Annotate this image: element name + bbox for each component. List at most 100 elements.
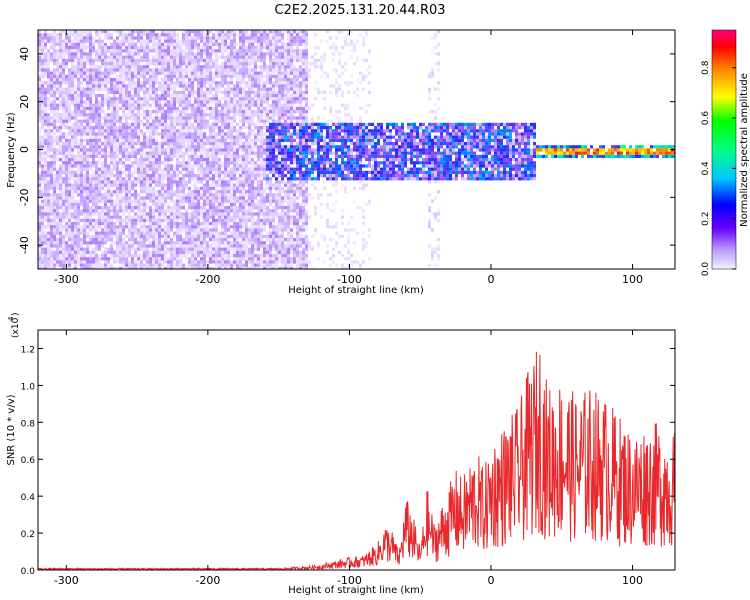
spectrogram-cell <box>164 215 167 219</box>
spectrogram-cell <box>179 110 182 114</box>
spectrogram-cell <box>179 244 182 248</box>
spectrogram-cell <box>206 39 209 43</box>
spectrogram-cell <box>143 177 146 181</box>
spectrogram-cell <box>140 97 143 101</box>
spectrogram-cell <box>191 55 194 59</box>
spectrogram-cell <box>215 126 218 130</box>
spectrogram-cell <box>95 71 98 75</box>
spectrogram-cell <box>83 222 86 226</box>
spectrogram-cell <box>131 234 134 238</box>
spectrogram-cell <box>116 39 119 43</box>
spectrogram-cell <box>158 94 161 98</box>
spectrogram-cell <box>56 84 59 88</box>
spectrogram-cell <box>173 170 176 174</box>
spectrogram-cell <box>53 183 56 187</box>
spectrogram-cell <box>233 196 236 200</box>
spectrogram-cell <box>38 119 41 123</box>
spectrogram-cell <box>122 78 125 82</box>
spectrogram-cell <box>62 228 65 232</box>
spectrogram-cell <box>113 87 116 91</box>
spectrogram-cell <box>161 234 164 238</box>
spectrogram-cell <box>77 241 80 245</box>
spectrogram-cell <box>62 55 65 59</box>
spectrogram-cell <box>206 119 209 123</box>
spectrogram-cell <box>188 126 191 130</box>
spectrogram-cell <box>170 257 173 261</box>
spectrogram-cell <box>170 129 173 133</box>
spectrogram-cell <box>107 145 110 149</box>
spectrogram-cell <box>152 39 155 43</box>
spectrogram-cell <box>227 241 230 245</box>
spectrogram-cell <box>173 119 176 123</box>
spectrogram-cell <box>185 55 188 59</box>
spectrogram-cell <box>59 202 62 206</box>
spectrogram-cell <box>131 119 134 123</box>
spectrogram-cell <box>110 180 113 184</box>
spectrogram-cell <box>233 244 236 248</box>
spectrogram-cell <box>128 122 131 126</box>
spectrogram-cell <box>65 154 68 158</box>
spectrogram-cell <box>176 193 179 197</box>
spectrogram-cell <box>152 177 155 181</box>
spectrogram-cell <box>209 68 212 72</box>
spectrogram-cell <box>230 30 233 34</box>
spectrogram-cell <box>74 97 77 101</box>
spectrogram-cell <box>179 231 182 235</box>
spectrogram-cell <box>44 110 47 114</box>
spectrogram-cell <box>77 94 80 98</box>
spectrogram-cell <box>251 238 254 242</box>
spectrogram-cell <box>122 154 125 158</box>
spectrogram-cell <box>251 231 254 235</box>
spectrogram-cell <box>44 81 47 85</box>
spectrogram-cell <box>161 138 164 142</box>
spectrogram-cell <box>41 87 44 91</box>
spectrogram-cell <box>134 81 137 85</box>
spectrogram-cell <box>200 174 203 178</box>
spectrogram-cell <box>218 260 221 264</box>
spectrogram-cell <box>164 100 167 104</box>
spectrogram-cell <box>155 254 158 258</box>
spectrogram-cell <box>140 180 143 184</box>
spectrogram-cell <box>47 193 50 197</box>
spectrogram-cell <box>92 113 95 117</box>
spectrogram-cell <box>89 58 92 62</box>
spectrogram-cell <box>236 170 239 174</box>
spectrogram-cell <box>116 164 119 168</box>
spectrogram-cell <box>161 266 164 269</box>
spectrogram-cell <box>230 42 233 46</box>
spectrogram-cell <box>206 36 209 40</box>
spectrogram-cell <box>239 135 242 139</box>
spectrogram-cell <box>233 231 236 235</box>
spectrogram-cell <box>59 113 62 117</box>
spectrogram-cell <box>119 202 122 206</box>
spectrogram-cell <box>245 68 248 72</box>
spectrogram-cell <box>239 39 242 43</box>
spectrogram-cell <box>245 263 248 267</box>
spectrogram-cell <box>41 190 44 194</box>
spectrogram-cell <box>80 103 83 107</box>
spectrogram-cell <box>242 52 245 56</box>
spectrogram-cell <box>176 238 179 242</box>
spectrogram-cell <box>131 65 134 69</box>
spectrogram-cell <box>212 126 215 130</box>
spectrogram-cell <box>236 225 239 229</box>
spectrogram-cell <box>71 193 74 197</box>
spectrogram-cell <box>161 87 164 91</box>
spectrogram-cell <box>185 145 188 149</box>
spectrogram-cell <box>242 167 245 171</box>
spectrogram-cell <box>182 161 185 165</box>
spectrogram-cell <box>152 126 155 130</box>
spectrogram-cell <box>137 151 140 155</box>
spectrogram-cell <box>128 81 131 85</box>
spectrogram-cell <box>38 212 41 216</box>
spectrogram-cell <box>251 241 254 245</box>
spectrogram-cell <box>170 170 173 174</box>
spectrogram-cell <box>197 129 200 133</box>
spectrogram-cell <box>143 132 146 136</box>
spectrogram-cell <box>68 170 71 174</box>
spectrogram-cell <box>167 193 170 197</box>
spectrogram-cell <box>248 65 251 69</box>
spectrogram-cell <box>167 250 170 254</box>
spectrogram-cell <box>68 30 71 34</box>
spectrogram-cell <box>89 33 92 37</box>
